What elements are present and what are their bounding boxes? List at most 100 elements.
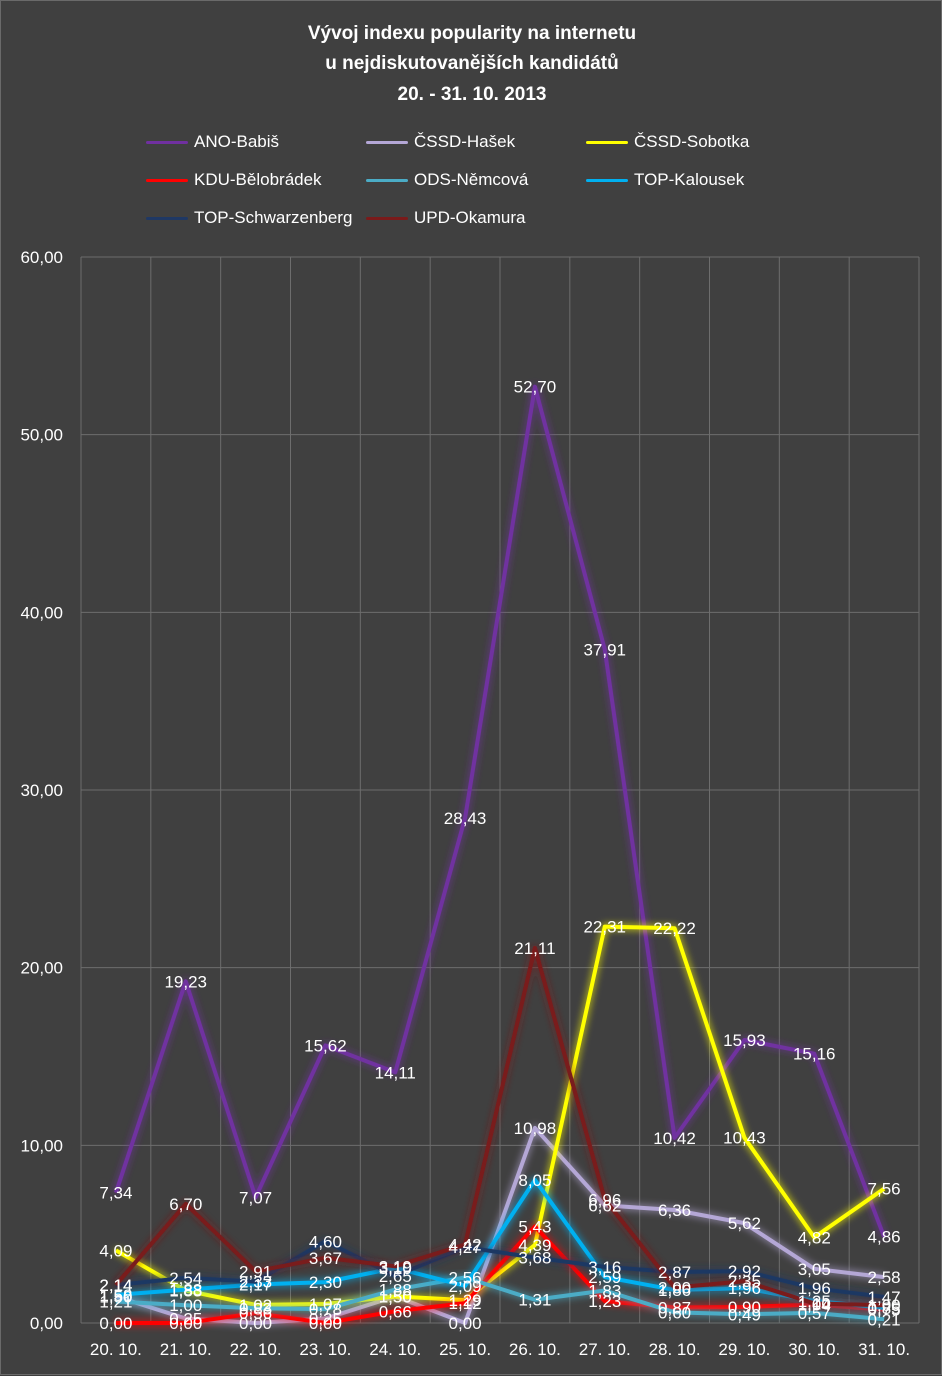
data-label: 0,66 (379, 1302, 412, 1321)
data-label: 37,91 (583, 640, 626, 659)
data-label: 1,07 (309, 1295, 342, 1314)
data-label: 1,96 (798, 1279, 831, 1298)
data-label: 2,59 (588, 1268, 621, 1287)
data-label: 5,62 (728, 1214, 761, 1233)
data-label: 6,70 (169, 1195, 202, 1214)
legend-swatch (366, 178, 408, 182)
legend-swatch (586, 140, 628, 144)
data-label: 1,83 (169, 1281, 202, 1300)
x-tick-label: 20. 10. (90, 1340, 142, 1359)
data-label: 4,09 (99, 1241, 132, 1260)
data-label: 0,25 (309, 1310, 342, 1329)
data-label: 2,91 (239, 1262, 272, 1281)
data-label: 7,56 (868, 1180, 901, 1199)
series-line-4 (115, 1224, 885, 1325)
x-tick-label: 29. 10. (718, 1340, 770, 1359)
data-label: 0,25 (169, 1310, 202, 1329)
data-label: 1,31 (518, 1291, 551, 1310)
data-label: 1,25 (798, 1292, 831, 1311)
x-tick-label: 31. 10. (858, 1340, 910, 1359)
data-label: 1,83 (588, 1281, 621, 1300)
chart-title-line-1: Vývoj indexu popularity na internetu (307, 23, 637, 44)
data-label: 4,42 (449, 1235, 482, 1254)
legend-item: ODS-Němcová (366, 170, 528, 190)
data-label: 0,00 (169, 1314, 202, 1333)
data-label: 0,60 (658, 1303, 691, 1322)
data-label: 4,60 (309, 1232, 342, 1251)
legend-label: TOP-Kalousek (634, 170, 745, 189)
legend-label: ČSSD-Hašek (414, 132, 516, 151)
data-label: 1,10 (798, 1294, 831, 1313)
data-label: 1,88 (379, 1281, 412, 1300)
data-label: 0,85 (868, 1299, 901, 1318)
legend-item: ANO-Babiš (146, 132, 279, 152)
data-label: 2,58 (868, 1268, 901, 1287)
data-label: 22,31 (583, 918, 626, 937)
data-label: 3,68 (518, 1249, 551, 1268)
data-label: 2,87 (658, 1263, 691, 1282)
legend-label: ANO-Babiš (194, 132, 280, 151)
data-label: 0,78 (309, 1300, 342, 1319)
y-tick-label: 50,00 (20, 426, 63, 445)
x-tick-label: 27. 10. (579, 1340, 631, 1359)
data-label: 1,47 (868, 1288, 901, 1307)
legend-label: ODS-Němcová (414, 170, 529, 189)
data-label: 1,00 (169, 1296, 202, 1315)
x-tick-label: 23. 10. (299, 1340, 351, 1359)
legend-swatch (366, 216, 408, 220)
data-label: 0,00 (449, 1314, 482, 1333)
data-label: 0,00 (99, 1314, 132, 1333)
legend-swatch (146, 140, 188, 144)
data-label: 2,65 (379, 1267, 412, 1286)
data-label: 0,00 (309, 1314, 342, 1333)
data-label: 1,12 (449, 1294, 482, 1313)
data-label: 4,27 (449, 1238, 482, 1257)
data-label: 1,50 (379, 1287, 412, 1306)
data-label: 1,50 (379, 1287, 412, 1306)
data-label: 8,05 (518, 1171, 551, 1190)
data-label: 4,86 (868, 1228, 901, 1247)
legend-item: ČSSD-Sobotka (586, 132, 749, 152)
data-label: 2,56 (449, 1269, 482, 1288)
series-line-8 (114, 945, 885, 1308)
x-tick-label: 22. 10. (230, 1340, 282, 1359)
x-tick-label: 25. 10. (439, 1340, 491, 1359)
data-label: 6,36 (658, 1201, 691, 1220)
data-label: 5,43 (518, 1218, 551, 1237)
x-tick-label: 24. 10. (369, 1340, 421, 1359)
data-label: 0,21 (868, 1310, 901, 1329)
data-label: 1,02 (239, 1296, 272, 1315)
legend-item: KDU-Bělobrádek (146, 170, 322, 190)
y-tick-label: 10,00 (20, 1136, 63, 1155)
data-label: 1,21 (99, 1293, 132, 1312)
data-label: 0,56 (239, 1304, 272, 1323)
data-label: 1,04 (798, 1296, 831, 1315)
x-tick-label: 26. 10. (509, 1340, 561, 1359)
data-label: 15,62 (304, 1036, 347, 1055)
legend-swatch (146, 216, 188, 220)
data-label: 1,23 (588, 1292, 621, 1311)
legend-item: TOP-Schwarzenberg (146, 208, 352, 228)
legend-swatch (366, 140, 408, 144)
legend-label: TOP-Schwarzenberg (194, 208, 353, 227)
data-label: 1,58 (99, 1286, 132, 1305)
data-label: 1,88 (169, 1281, 202, 1300)
legend-item: ČSSD-Hašek (366, 132, 515, 152)
legend-swatch (146, 178, 188, 182)
data-label: 1,86 (658, 1281, 691, 1300)
data-label: 1,00 (868, 1296, 901, 1315)
data-label: 0,49 (728, 1305, 761, 1324)
data-label: 19,23 (164, 972, 207, 991)
data-label: 2,33 (239, 1273, 272, 1292)
x-tick-label: 30. 10. (788, 1340, 840, 1359)
data-label: 7,07 (239, 1188, 272, 1207)
chart-title-line-2: u nejdiskutovanějších kandidátů (325, 53, 619, 74)
data-label: 15,93 (723, 1031, 766, 1050)
data-label: 15,16 (793, 1045, 836, 1064)
data-label: 2,00 (658, 1278, 691, 1297)
data-label: 1,29 (449, 1291, 482, 1310)
data-label: 2,14 (99, 1276, 132, 1295)
data-label: 1,96 (728, 1279, 761, 1298)
data-label: 0,90 (728, 1298, 761, 1317)
